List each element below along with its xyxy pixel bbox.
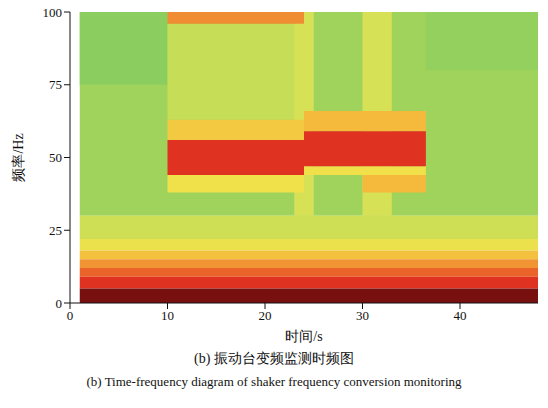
html-text:(b) Time-frequency diagram of: (b) Time-frequency diagram of shaker fre… <box>86 374 462 389</box>
svg-text:0: 0 <box>56 296 63 311</box>
svg-text:时间/s: 时间/s <box>285 329 322 344</box>
svg-text:25: 25 <box>49 223 62 238</box>
svg-text:40: 40 <box>454 308 467 323</box>
svg-text:0: 0 <box>67 308 74 323</box>
svg-text:100: 100 <box>43 5 63 20</box>
svg-text:20: 20 <box>259 308 272 323</box>
html-text:(b) 振动台变频监测时频图: (b) 振动台变频监测时频图 <box>194 351 354 366</box>
svg-text:频率/Hz: 频率/Hz <box>11 133 26 181</box>
svg-text:30: 30 <box>356 308 369 323</box>
svg-text:10: 10 <box>161 308 174 323</box>
svg-text:75: 75 <box>49 77 62 92</box>
svg-text:50: 50 <box>49 150 62 165</box>
